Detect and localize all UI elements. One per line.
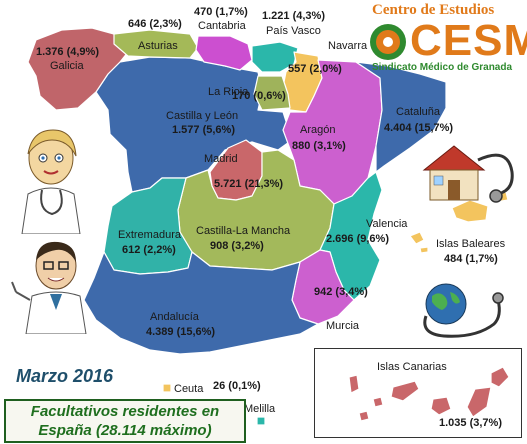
label-name-madrid: Madrid: [204, 153, 238, 165]
region-pais-vasco[interactable]: [251, 41, 299, 73]
island-formentera[interactable]: [419, 246, 429, 254]
caption-box: Facultativos residentes en España (28.11…: [4, 399, 246, 443]
house-stethoscope-illustration: [422, 145, 514, 203]
label-name-ceuta: Ceuta: [174, 383, 204, 395]
ceuta-marker[interactable]: [162, 383, 172, 393]
label-value-castilla-la-mancha: 908 (3,2%): [210, 240, 264, 252]
region-la-rioja[interactable]: [253, 75, 291, 111]
region-catalunya[interactable]: [355, 61, 447, 173]
label-name-cantabria: Cantabria: [198, 20, 246, 32]
island-tenerife[interactable]: [390, 380, 420, 402]
region-galicia[interactable]: [27, 27, 129, 111]
label-value-baleares: 484 (1,7%): [444, 253, 498, 265]
label-name-melilla: Melilla: [244, 403, 276, 415]
cesm-logo: Centro de Estudios CESM Sindicato Médico…: [360, 0, 527, 76]
region-andalucia[interactable]: [83, 251, 319, 355]
region-cantabria[interactable]: [195, 35, 253, 71]
canarias-inset: Islas Canarias 1.035 (3,7%): [314, 348, 522, 438]
island-el-hierro[interactable]: [358, 410, 370, 422]
label-value-canarias: 1.035 (3,7%): [439, 417, 502, 429]
globe-stethoscope-illustration: [423, 283, 504, 338]
doctor-woman-illustration: [21, 129, 81, 234]
label-value-navarra: 557 (2,0%): [288, 63, 342, 75]
region-asturias[interactable]: [113, 29, 199, 59]
label-name-aragon: Aragón: [300, 124, 336, 136]
label-value-murcia: 942 (3,4%): [314, 286, 368, 298]
logo-subtitle: Sindicato Médico de Granada: [372, 62, 513, 73]
caption-line-2: España (28.114 máximo): [38, 422, 212, 439]
label-value-pais-vasco: 1.221 (4,3%): [262, 10, 325, 22]
label-value-madrid: 5.721 (21,3%): [214, 178, 284, 190]
label-name-valencia: Valencia: [366, 218, 408, 230]
label-value-castilla-leon: 1.577 (5,6%): [172, 124, 235, 136]
label-value-andalucia: 4.389 (15,6%): [146, 326, 216, 338]
label-name-cataluna: Cataluña: [396, 106, 441, 118]
label-name-castilla-la-mancha: Castilla-La Mancha: [196, 225, 291, 237]
label-name-baleares: Islas Baleares: [436, 238, 506, 250]
region-extremadura[interactable]: [103, 177, 193, 275]
label-value-galicia: 1.376 (4,9%): [36, 46, 99, 58]
logo-brand: CESM: [410, 16, 527, 65]
label-value-cataluna: 4.404 (15,7%): [384, 122, 454, 134]
logo-title: Centro de Estudios: [372, 2, 495, 18]
label-name-pais-vasco: País Vasco: [266, 25, 321, 37]
canarias-map: [348, 366, 510, 422]
label-name-asturias: Asturias: [138, 40, 178, 52]
label-value-cantabria: 470 (1,7%): [194, 6, 248, 18]
label-value-aragon: 880 (3,1%): [292, 140, 346, 152]
label-value-ceuta: 26 (0,1%): [213, 380, 261, 392]
label-name-canarias: Islas Canarias: [377, 361, 447, 373]
island-ibiza[interactable]: [409, 231, 425, 245]
island-fuerteventura[interactable]: [466, 386, 492, 418]
label-value-extremadura: 612 (2,2%): [122, 244, 176, 256]
label-name-galicia: Galicia: [50, 60, 84, 72]
label-name-extremadura: Extremadura: [118, 229, 181, 241]
region-castilla-leon[interactable]: [95, 56, 293, 193]
label-name-andalucia: Andalucía: [150, 311, 199, 323]
island-lanzarote[interactable]: [490, 366, 510, 388]
doctor-man-illustration: [11, 241, 87, 334]
island-gran-canaria[interactable]: [430, 396, 452, 416]
logo-flower-icon: [370, 24, 406, 60]
island-la-palma[interactable]: [348, 374, 360, 394]
label-value-valencia: 2.696 (9,6%): [326, 233, 389, 245]
label-name-navarra: Navarra: [328, 40, 368, 52]
label-value-la-rioja: 170 (0,6%): [232, 90, 286, 102]
label-name-la-rioja: La Rioja: [208, 86, 249, 98]
label-value-asturias: 646 (2,3%): [128, 18, 182, 30]
melilla-marker[interactable]: [256, 416, 266, 426]
caption-line-1: Facultativos residentes en: [30, 403, 220, 420]
label-name-murcia: Murcia: [326, 320, 360, 332]
date-label: Marzo 2016: [16, 366, 114, 386]
island-la-gomera[interactable]: [372, 396, 384, 408]
label-name-castilla-leon: Castilla y León: [166, 110, 239, 122]
